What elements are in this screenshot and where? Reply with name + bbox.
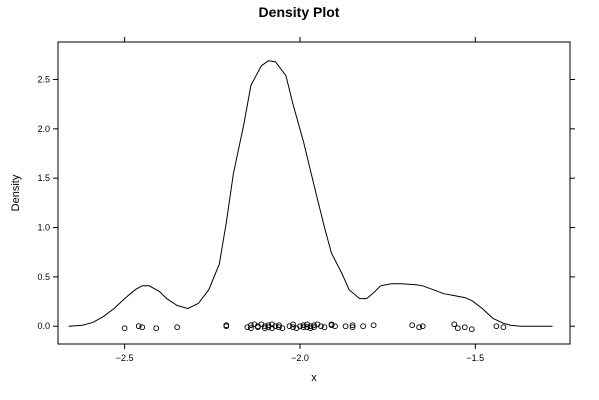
rug-point — [454, 325, 461, 332]
rug-point — [290, 321, 296, 328]
rug-point — [461, 324, 468, 331]
y-tick-label: 0.0 — [37, 321, 50, 331]
y-tick-label: 2.5 — [37, 75, 50, 85]
rug-point — [135, 323, 142, 330]
rug-point — [262, 325, 268, 332]
x-axis-label: x — [311, 372, 317, 384]
y-tick-label: 2.0 — [37, 124, 50, 134]
rug-point — [153, 325, 160, 332]
rug-point — [349, 322, 356, 329]
rug-point — [307, 323, 314, 330]
rug-point — [311, 324, 317, 331]
plot-frame — [57, 41, 571, 345]
rug-point — [342, 323, 349, 330]
rug-point — [248, 322, 254, 329]
rug-point — [318, 323, 324, 330]
rug-point — [276, 324, 282, 331]
rug-points — [121, 321, 507, 333]
rug-point — [416, 324, 423, 331]
rug-point — [493, 323, 500, 330]
rug-point — [121, 325, 128, 332]
rug-point — [300, 324, 307, 331]
rug-point — [311, 322, 317, 329]
chart-title: Density Plot — [259, 4, 340, 20]
rug-point — [321, 324, 328, 331]
rug-point — [307, 325, 314, 332]
axis-tick-labels: −2.5 −2.0 −1.5 0.0 0.5 1.0 1.5 2.0 2.5 — [37, 75, 484, 363]
rug-point — [174, 324, 181, 331]
rug-point — [248, 325, 254, 332]
rug-point — [332, 323, 338, 330]
rug-point — [262, 323, 268, 330]
rug-point — [304, 324, 310, 331]
rug-point — [297, 323, 303, 330]
rug-point — [468, 326, 475, 333]
rug-point — [500, 324, 507, 331]
rug-point — [272, 323, 279, 330]
y-tick-label: 0.5 — [37, 272, 50, 282]
y-tick-label: 1.5 — [37, 173, 50, 183]
x-tick-label: −2.0 — [291, 353, 309, 363]
rug-point — [139, 324, 146, 331]
y-axis-label: Density — [10, 174, 22, 211]
rug-point — [265, 324, 272, 331]
y-tick-label: 1.0 — [37, 223, 50, 233]
x-tick-label: −2.5 — [116, 353, 134, 363]
density-curve — [68, 60, 553, 327]
rug-point — [370, 322, 377, 329]
rug-point — [349, 324, 356, 331]
axis-ticks — [53, 37, 575, 349]
rug-point — [419, 323, 426, 330]
rug-point — [409, 322, 416, 329]
rug-point — [451, 321, 458, 328]
rug-point — [360, 323, 366, 330]
rug-point — [279, 325, 286, 332]
rug-point — [265, 322, 272, 329]
rug-point — [276, 322, 282, 329]
rug-point — [223, 323, 230, 330]
x-tick-label: −1.5 — [466, 353, 484, 363]
rug-point — [255, 324, 261, 331]
rug-point — [290, 324, 296, 331]
